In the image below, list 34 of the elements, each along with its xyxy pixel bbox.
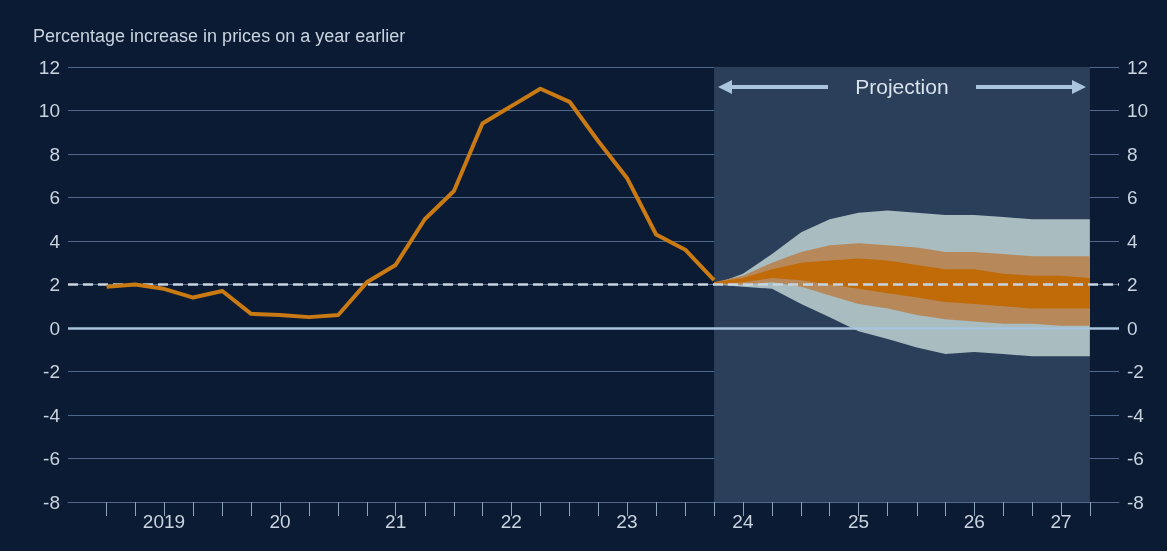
y-tick-label: 0 <box>49 317 60 339</box>
x-tick-label: 21 <box>385 511 407 532</box>
y2-tick-label: 0 <box>1127 317 1138 339</box>
y-tick-label: -8 <box>43 491 60 513</box>
y2-tick-label: -8 <box>1127 491 1144 513</box>
y2-tick-label: -4 <box>1127 404 1145 426</box>
y2-tick-label: 4 <box>1127 230 1138 252</box>
y-axis-title: Percentage increase in prices on a year earlier <box>33 26 406 46</box>
y-tick-label: -2 <box>43 361 60 382</box>
y2-tick-label: 10 <box>1127 100 1149 121</box>
y-tick-label: -4 <box>43 404 61 426</box>
line-series <box>104 86 717 320</box>
y2-tick-label: 12 <box>1127 56 1149 78</box>
x-tick-label: 26 <box>963 511 985 532</box>
x-tick-label: 23 <box>616 511 638 532</box>
x-tick-label: 25 <box>847 511 870 532</box>
x-tick-label: 2019 <box>142 511 186 532</box>
y2-tick-label: 8 <box>1127 143 1138 165</box>
y2-tick-label: 6 <box>1127 187 1138 208</box>
x-tick-label: 20 <box>269 511 291 532</box>
y2-tick-label: -6 <box>1127 448 1144 469</box>
y-tick-label: 4 <box>49 230 61 252</box>
y2-tick-label: 2 <box>1127 274 1138 295</box>
x-tick-label: 24 <box>732 511 754 532</box>
y-tick-label: 8 <box>49 143 60 165</box>
y-tick-label: 12 <box>38 56 60 78</box>
y-tick-label: -6 <box>43 448 60 469</box>
y-tick-label: 6 <box>49 187 60 208</box>
y-tick-label: 2 <box>49 274 60 295</box>
y2-tick-label: -2 <box>1127 361 1144 382</box>
band-label: Projection <box>855 75 949 99</box>
x-tick-label: 22 <box>500 511 522 532</box>
y-tick-label: 10 <box>38 100 60 121</box>
x-tick-label: 27 <box>1050 511 1072 532</box>
